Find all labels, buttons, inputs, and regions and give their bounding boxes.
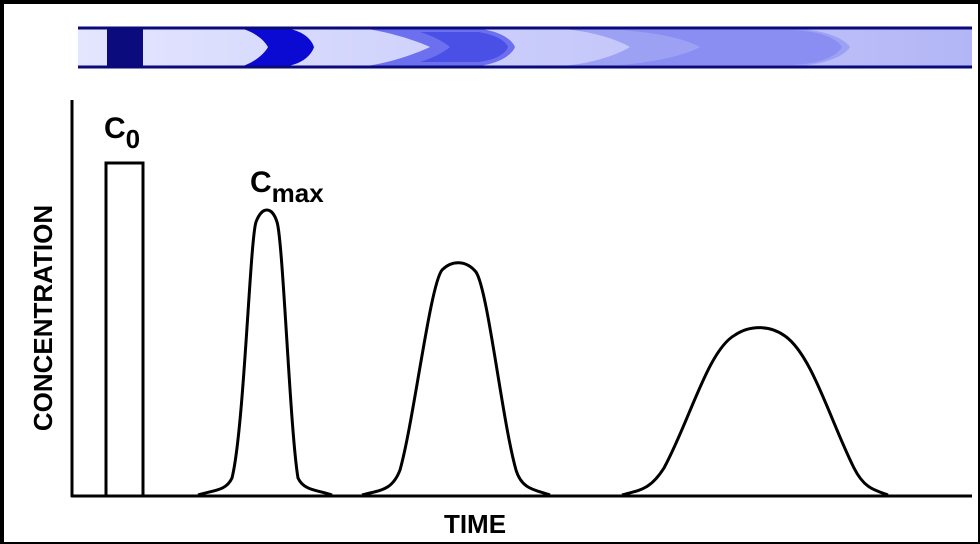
peak-curve-2	[361, 261, 551, 497]
band-initial	[107, 28, 143, 67]
band-3-core	[620, 30, 842, 65]
band-1	[240, 28, 314, 67]
y-axis-label: CONCENTRATION	[28, 205, 58, 431]
initial-concentration-label: C0	[104, 112, 140, 154]
peak-curve-3	[621, 326, 889, 497]
peak-label-base: C	[250, 166, 272, 199]
peak-concentration-label: Cmax	[250, 166, 324, 208]
x-axis-label: TIME	[444, 509, 506, 539]
axes	[70, 100, 972, 498]
band-2-core	[420, 32, 508, 62]
peak-curve-1	[197, 208, 333, 497]
initial-pulse	[104, 161, 145, 498]
flow-tube	[78, 26, 972, 69]
initial-label-subscript: 0	[126, 124, 140, 154]
initial-label-base: C	[104, 112, 126, 145]
peak-label-subscript: max	[272, 178, 325, 208]
